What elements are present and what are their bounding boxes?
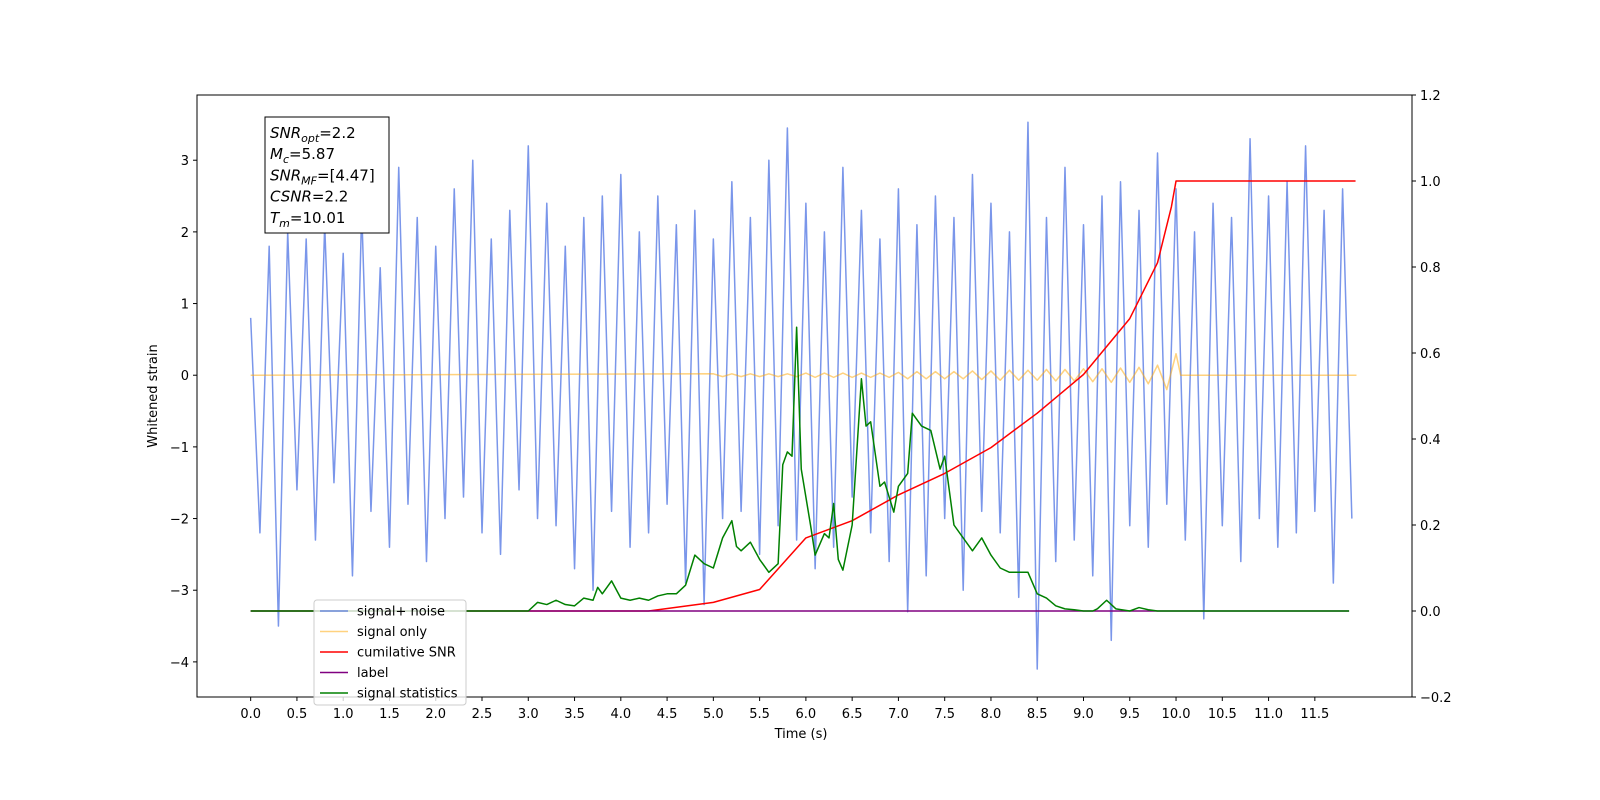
x-tick-label: 11.0 <box>1254 707 1283 722</box>
y-tick-label: 1 <box>181 298 189 313</box>
x-tick-label: 4.0 <box>610 707 631 722</box>
annotation-value: =5.87 <box>289 145 335 163</box>
x-tick-label: 0.5 <box>287 707 308 722</box>
x-tick-label: 5.5 <box>749 707 770 722</box>
x-tick-label: 11.5 <box>1300 707 1329 722</box>
x-tick-label: 8.0 <box>981 707 1002 722</box>
y-axis-label: Whitened strain <box>146 344 161 447</box>
legend-label: cumilative SNR <box>357 646 456 661</box>
legend-label: label <box>357 666 388 681</box>
legend: signal+ noise signal only cumilative SNR la… <box>313 599 467 706</box>
x-tick-label: 3.5 <box>564 707 585 722</box>
annotation-value: =10.01 <box>290 209 346 227</box>
series-line <box>249 121 1353 670</box>
annotation-subscript: m <box>279 217 290 230</box>
annotation-value: =[4.47] <box>317 166 375 184</box>
annotation-symbol: CSNR <box>270 188 312 206</box>
annotation-symbol: SNR <box>270 166 301 184</box>
annotation-value: =2.2 <box>312 188 348 206</box>
x-tick-label: 7.5 <box>934 707 955 722</box>
x-tick-label: 6.5 <box>842 707 863 722</box>
y-tick-label: −4 <box>170 656 189 671</box>
y-tick-label: −2 <box>170 513 189 528</box>
x-tick-label: 1.0 <box>333 707 354 722</box>
x-tick-label: 10.5 <box>1208 707 1237 722</box>
y2-tick-label: 0.6 <box>1420 347 1441 362</box>
x-tick-label: 7.0 <box>888 707 909 722</box>
y2-tick-label: 0.0 <box>1420 605 1441 620</box>
x-axis-label: Time (s) <box>774 727 828 742</box>
legend-label: signal statistics <box>357 687 458 702</box>
legend-label: signal only <box>357 625 427 640</box>
annotation-line: SNRopt=2.2 <box>270 124 356 145</box>
annotation-symbol: M <box>270 145 283 163</box>
annotation-symbol: T <box>270 209 281 227</box>
x-tick-label: 10.0 <box>1162 707 1191 722</box>
annotation-line: CSNR=2.2 <box>270 188 348 206</box>
annotation-symbol: SNR <box>270 124 301 142</box>
annotation-subscript: MF <box>301 174 317 187</box>
y-tick-label: 3 <box>181 154 189 169</box>
x-tick-label: 9.0 <box>1073 707 1094 722</box>
y-tick-label: −3 <box>170 584 189 599</box>
annotation-line: SNRMF=[4.47] <box>270 166 375 187</box>
x-tick-label: 2.5 <box>472 707 493 722</box>
x-tick-label: 3.0 <box>518 707 539 722</box>
annotation-line: Mc=5.87 <box>270 145 335 166</box>
annotation: SNRopt=2.2Mc=5.87SNRMF=[4.47]CSNR=2.2Tm=… <box>264 116 390 234</box>
legend-box <box>313 599 467 706</box>
y2-tick-label: 0.2 <box>1420 519 1441 534</box>
y-tick-label: 0 <box>181 369 189 384</box>
annotation-line: Tm=10.01 <box>270 209 345 230</box>
series-line <box>250 352 1357 391</box>
x-tick-label: 1.5 <box>379 707 400 722</box>
x-tick-label: 9.5 <box>1119 707 1140 722</box>
x-tick-label: 2.0 <box>425 707 446 722</box>
series-line <box>250 326 1350 612</box>
y-tick-label: 2 <box>181 226 189 241</box>
series-line <box>250 180 1356 612</box>
y2-tick-label: 0.8 <box>1420 261 1441 276</box>
plot-frame <box>196 94 1413 698</box>
annotation-value: =2.2 <box>319 124 355 142</box>
y2-tick-label: 1.2 <box>1420 89 1441 104</box>
y2-tick-label: −0.2 <box>1420 691 1452 706</box>
annotation-box <box>264 116 390 234</box>
y2-tick-label: 0.4 <box>1420 433 1441 448</box>
y-tick-label: −1 <box>170 441 189 456</box>
y2-tick-label: 1.0 <box>1420 175 1441 190</box>
x-tick-label: 5.0 <box>703 707 724 722</box>
x-tick-label: 8.5 <box>1027 707 1048 722</box>
x-tick-label: 0.0 <box>240 707 261 722</box>
x-tick-label: 4.5 <box>657 707 678 722</box>
annotation-subscript: c <box>283 153 289 166</box>
x-tick-label: 6.0 <box>796 707 817 722</box>
legend-label: signal+ noise <box>357 605 445 620</box>
annotation-subscript: opt <box>301 132 320 145</box>
